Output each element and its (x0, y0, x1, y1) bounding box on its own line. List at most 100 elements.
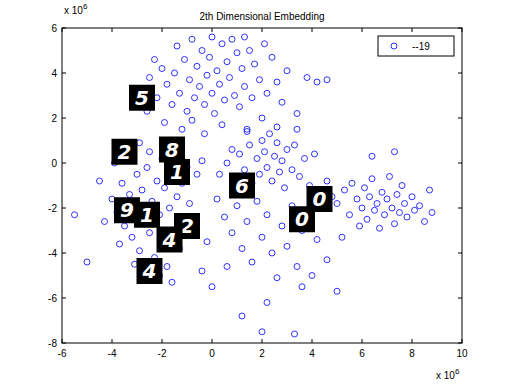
x-tick-label: 4 (309, 348, 315, 359)
point (209, 90, 215, 96)
point (239, 66, 245, 72)
point (244, 219, 250, 225)
point (369, 176, 375, 182)
point (364, 216, 370, 222)
digit-label: 9 (120, 198, 134, 222)
point (179, 126, 185, 132)
point (279, 223, 285, 229)
point (222, 97, 228, 103)
point (262, 149, 268, 155)
point (349, 180, 355, 186)
y-tick-label: 0 (51, 158, 57, 169)
point (384, 196, 390, 202)
point (72, 212, 78, 218)
digit-label: 6 (235, 174, 249, 198)
point (377, 225, 383, 231)
point (379, 189, 385, 195)
x-multiplier-base: x 10 (436, 370, 455, 381)
point (204, 72, 210, 78)
point (342, 187, 348, 193)
y-tick-right (458, 28, 462, 29)
title: 2th Dimensional Embedding (199, 11, 324, 22)
point (239, 246, 245, 252)
x-tick-label: -4 (108, 348, 117, 359)
x-tick (312, 339, 313, 343)
point (292, 331, 298, 337)
point (334, 288, 340, 294)
background (0, 0, 512, 384)
point (137, 248, 143, 254)
point (162, 120, 168, 126)
point (269, 250, 275, 256)
point (152, 57, 158, 63)
point (399, 183, 405, 189)
y-multiplier-exponent: 6 (83, 2, 88, 11)
point (422, 219, 428, 225)
legend-marker (391, 43, 397, 49)
point (302, 156, 308, 162)
digit-tile (134, 202, 160, 228)
point (262, 41, 268, 47)
point (229, 36, 235, 42)
x-tick-top (112, 28, 113, 32)
y-multiplier-base: x 10 (64, 5, 83, 16)
point (259, 138, 265, 144)
y-tick (62, 163, 66, 164)
point (234, 203, 240, 209)
point (219, 122, 225, 128)
point (252, 61, 258, 67)
point (242, 34, 248, 40)
x-tick-label: 6 (359, 348, 365, 359)
point (159, 66, 165, 72)
point (254, 156, 260, 162)
point (122, 223, 128, 229)
point (277, 169, 283, 175)
digit-tile (137, 258, 163, 284)
point (242, 167, 248, 173)
x-tick-top (312, 28, 313, 32)
y-tick (62, 253, 66, 254)
digit-label: 0 (295, 207, 309, 231)
point (284, 68, 290, 74)
x-tick-top (212, 28, 213, 32)
point (314, 79, 320, 85)
y-tick-label: -8 (48, 338, 57, 349)
point (169, 279, 175, 285)
y-tick-label: -4 (48, 248, 57, 259)
point (117, 241, 123, 247)
point (257, 77, 263, 83)
digit-tile (157, 227, 183, 253)
y-tick-label: -6 (48, 293, 57, 304)
point (267, 131, 273, 137)
point (234, 50, 240, 56)
point (389, 205, 395, 211)
point (187, 201, 193, 207)
chart-root: 528160091244-6-4-20246810-8-6-4-20246x 1… (0, 0, 512, 384)
y-tick (62, 208, 66, 209)
digit-label: 5 (135, 86, 149, 110)
point (294, 126, 300, 132)
point (309, 273, 315, 279)
point (172, 70, 178, 76)
x-tick-top (62, 28, 63, 32)
point (264, 90, 270, 96)
point (314, 237, 320, 243)
point (189, 36, 195, 42)
y-tick-right (458, 298, 462, 299)
point (274, 275, 280, 281)
point (367, 194, 373, 200)
point (194, 63, 200, 69)
point (369, 153, 375, 159)
point (269, 54, 275, 60)
point (362, 185, 368, 191)
x-tick (412, 339, 413, 343)
x-tick-label: -6 (58, 348, 67, 359)
legend: --19 (378, 36, 454, 56)
point (284, 147, 290, 153)
point (237, 104, 243, 110)
points (72, 34, 436, 337)
point (312, 151, 318, 157)
point (249, 95, 255, 101)
x-multiplier-exponent: 6 (455, 367, 460, 376)
point (282, 185, 288, 191)
